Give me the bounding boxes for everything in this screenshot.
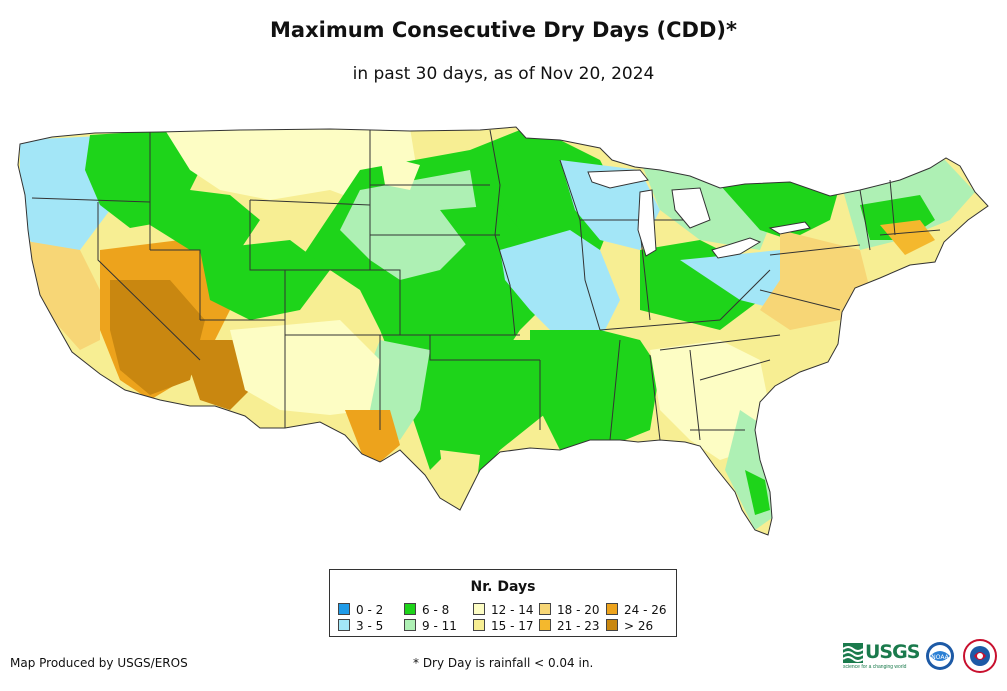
zone-ne-kansas xyxy=(440,205,520,250)
zone-nevada-arizona-max xyxy=(110,280,205,395)
legend-swatch xyxy=(473,603,485,615)
legend-swatch xyxy=(539,619,551,631)
zone-south-florida xyxy=(745,470,770,515)
zone-utah-colorado xyxy=(200,240,330,320)
zone-missouri-illinois xyxy=(500,230,620,340)
legend-item-15-17: 15 - 17 xyxy=(473,619,534,633)
legend-title: Nr. Days xyxy=(470,579,536,595)
zone-connecticut xyxy=(880,220,935,255)
legend-item-0-2: 0 - 2 xyxy=(338,603,383,617)
zone-big-bend xyxy=(345,410,400,462)
zone-lower-mississippi xyxy=(530,330,660,450)
legend-item-12-14: 12 - 14 xyxy=(473,603,534,617)
cdd-map xyxy=(0,110,1007,550)
legend-swatch xyxy=(606,619,618,631)
legend-item-gt-26: > 26 xyxy=(606,619,653,633)
legend-item-18-20: 18 - 20 xyxy=(539,603,600,617)
legend: Nr. Days 0 - 2 3 - 5 6 - 8 9 - 11 12 - 1… xyxy=(329,569,677,637)
svg-text:NOAA: NOAA xyxy=(931,654,949,661)
zone-idaho-wyoming xyxy=(150,185,260,250)
nws-logo xyxy=(963,639,997,673)
great-lakes xyxy=(587,169,811,259)
dry-day-footnote: * Dry Day is rainfall < 0.04 in. xyxy=(413,656,594,670)
legend-swatch xyxy=(539,603,551,615)
legend-item-3-5: 3 - 5 xyxy=(338,619,383,633)
map-title: Maximum Consecutive Dry Days (CDD)* xyxy=(270,18,737,42)
zone-mid-atlantic xyxy=(760,230,870,330)
map-subtitle: in past 30 days, as of Nov 20, 2024 xyxy=(352,64,655,84)
noaa-logo: NOAA xyxy=(925,641,955,671)
zone-new-mexico xyxy=(230,320,380,415)
zone-california-coast xyxy=(20,240,100,350)
legend-swatch xyxy=(338,603,350,615)
zone-nd-patch xyxy=(380,155,420,190)
legend-swatch xyxy=(404,619,416,631)
legend-item-9-11: 9 - 11 xyxy=(404,619,457,633)
legend-swatch xyxy=(473,619,485,631)
usgs-logo: USGS science for a changing world xyxy=(842,641,920,670)
legend-item-6-8: 6 - 8 xyxy=(404,603,449,617)
legend-swatch xyxy=(606,603,618,615)
usgs-wave-icon xyxy=(842,643,864,663)
legend-swatch xyxy=(404,603,416,615)
legend-swatch xyxy=(338,619,350,631)
zone-nebraska-dakota xyxy=(340,170,480,280)
zone-ny-pa xyxy=(720,175,840,240)
state-boundaries xyxy=(17,126,989,536)
producer-credit: Map Produced by USGS/EROS xyxy=(10,656,188,670)
legend-item-24-26: 24 - 26 xyxy=(606,603,667,617)
legend-item-21-23: 21 - 23 xyxy=(539,619,600,633)
